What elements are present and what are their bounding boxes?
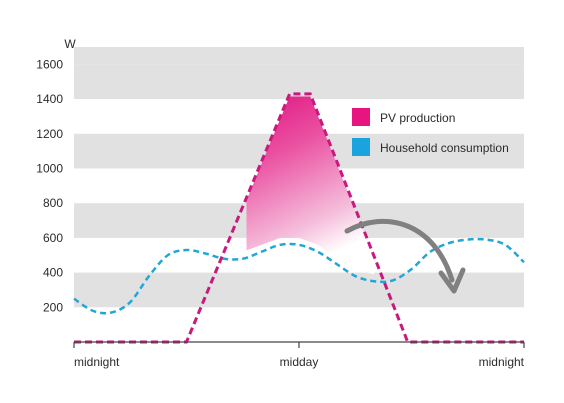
y-tick-label: 1400	[36, 92, 63, 106]
y-tick-label: 200	[43, 300, 63, 314]
y-tick-label: 1000	[36, 161, 63, 175]
y-axis-unit: W	[64, 37, 76, 51]
x-tick-label: midnight	[479, 355, 525, 369]
legend-label-household-consumption: Household consumption	[380, 141, 509, 155]
pv-surplus-area	[246, 96, 374, 275]
y-tick-label: 400	[43, 266, 63, 280]
legend-swatch-household-consumption	[352, 138, 370, 156]
pv-surplus-fill	[246, 96, 374, 275]
y-tick-label: 600	[43, 231, 63, 245]
y-tick-label: 800	[43, 196, 63, 210]
curved-arrow-icon	[344, 218, 466, 294]
legend-label-pv-production: PV production	[380, 111, 455, 125]
legend: PV production Household consumption	[352, 108, 509, 156]
grid-band	[74, 47, 524, 65]
x-tick-label: midnight	[74, 355, 120, 369]
legend-swatch-pv-production	[352, 108, 370, 126]
y-tick-label: 1200	[36, 127, 63, 141]
x-tick-label: midday	[280, 355, 319, 369]
axes: midnight midday midnight 200 400 600 800 1000 12…	[36, 37, 524, 369]
y-tick-label: 1600	[36, 57, 63, 71]
household-consumption-line	[73, 237, 525, 315]
